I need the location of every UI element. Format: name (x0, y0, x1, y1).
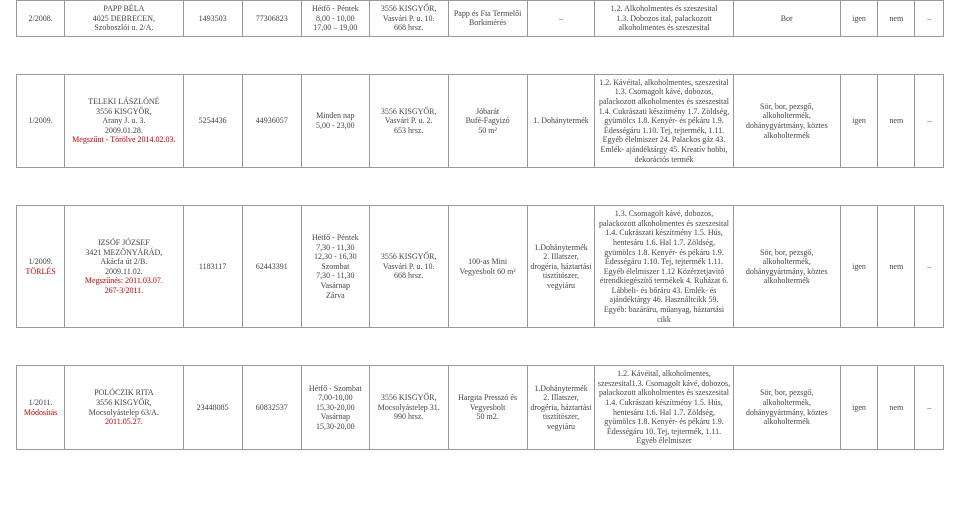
cell-yn1: igen (840, 206, 877, 328)
cell-prim: 1.Dohánytermék2. Illatszer, drogéria, há… (527, 206, 595, 328)
cell-n2: 60832537 (242, 366, 301, 450)
cell-last: – (915, 74, 944, 167)
cell-shop: 100-as MiniVegyesbolt 60 m² (448, 206, 527, 328)
cell-last: – (915, 1, 944, 37)
cell-cat: 1.3. Csomagolt kávé, dobozos, palackozot… (595, 206, 733, 328)
row-gap (17, 168, 944, 206)
cell-name: POLÓCZIK RITA3556 KISGYŐR,Mocsolyástelep… (65, 366, 183, 450)
cell-hours: Hétfő - Péntek8,00 - 10,0017,00 – 19,00 (301, 1, 369, 37)
table-row: 1/2009.TELEKI LÁSZLÓNÉ3556 KISGYŐR,Arany… (17, 74, 944, 167)
row-gap (17, 328, 944, 366)
cell-name: PAPP BÉLA4025 DEBRECEN,Szoboszlói u. 2/A… (65, 1, 183, 37)
cell-yn2: nem (878, 1, 915, 37)
cell-n1: 23448085 (183, 366, 242, 450)
document-page: 2/2008.PAPP BÉLA4025 DEBRECEN,Szoboszlói… (0, 0, 960, 530)
cell-hours: Hétfő - Péntek7,30 - 11,3012,30 - 16,30S… (301, 206, 369, 328)
cell-cat: 1.2. Alkoholmentes és szeszesital1.3. Do… (595, 1, 733, 37)
cell-name: IZSÓF JÓZSEF3421 MEZŐNYÁRÁD,Akácfa út 2/… (65, 206, 183, 328)
cell-prod: Sör, bor, pezsgő, alkoholtermék, dohányg… (733, 74, 840, 167)
cell-loc: 3556 KISGYŐR,Vasvári P. u. 10.668 hrsz. (369, 1, 448, 37)
cell-prim: 1. Dohánytermék (527, 74, 595, 167)
cell-cat: 1.2. Kávéital, alkoholmentes, szeszesita… (595, 74, 733, 167)
cell-shop: Papp és Fia TermelőiBorkimérés (448, 1, 527, 37)
table-row: 1/2011.MódosításPOLÓCZIK RITA3556 KISGYŐ… (17, 366, 944, 450)
cell-loc: 3556 KISGYŐR,Vasvári P. u. 2.653 hrsz. (369, 74, 448, 167)
cell-n1: 5254436 (183, 74, 242, 167)
cell-id: 1/2011.Módosítás (17, 366, 65, 450)
cell-n2: 62443391 (242, 206, 301, 328)
cell-yn2: nem (878, 366, 915, 450)
table-row: 1/2009.TÖRLÉSIZSÓF JÓZSEF3421 MEZŐNYÁRÁD… (17, 206, 944, 328)
cell-loc: 3556 KISGYŐR,Mocsolyástelep 31.990 hrsz. (369, 366, 448, 450)
cell-id: 1/2009. (17, 74, 65, 167)
cell-last: – (915, 366, 944, 450)
cell-yn1: igen (840, 366, 877, 450)
cell-n1: 1493503 (183, 1, 242, 37)
cell-n2: 77306823 (242, 1, 301, 37)
cell-shop: Hargita Presszó ésVegyesbolt50 m2. (448, 366, 527, 450)
cell-n1: 1183117 (183, 206, 242, 328)
cell-shop: JóbarátBufé-Fagyizó50 m² (448, 74, 527, 167)
cell-name: TELEKI LÁSZLÓNÉ3556 KISGYŐR,Arany J. u. … (65, 74, 183, 167)
cell-prim: 1.Dohánytermék2. Illatszer, drogéria, há… (527, 366, 595, 450)
cell-hours: Hétfő - Szombat7,00-10,0015,30-20,00Vasá… (301, 366, 369, 450)
cell-yn2: nem (878, 74, 915, 167)
row-gap (17, 36, 944, 74)
cell-n2: 44936057 (242, 74, 301, 167)
cell-yn2: nem (878, 206, 915, 328)
cell-prod: Sör, bor, pezsgő, alkoholtermék, dohányg… (733, 366, 840, 450)
cell-prim: – (527, 1, 595, 37)
cell-yn1: igen (840, 74, 877, 167)
table-row: 2/2008.PAPP BÉLA4025 DEBRECEN,Szoboszlói… (17, 1, 944, 37)
registry-table: 2/2008.PAPP BÉLA4025 DEBRECEN,Szoboszlói… (16, 0, 944, 450)
cell-prod: Bor (733, 1, 840, 37)
cell-id: 2/2008. (17, 1, 65, 37)
cell-cat: 1.2. Kávéital, alkoholmentes, szeszesita… (595, 366, 733, 450)
cell-last: – (915, 206, 944, 328)
cell-prod: Sör, bor, pezsgő, alkoholtermék, dohányg… (733, 206, 840, 328)
cell-loc: 3556 KISGYŐR,Vasvári P. u. 10.668 hrsz. (369, 206, 448, 328)
cell-id: 1/2009.TÖRLÉS (17, 206, 65, 328)
cell-hours: Minden nap5,00 - 23,00 (301, 74, 369, 167)
cell-yn1: igen (840, 1, 877, 37)
